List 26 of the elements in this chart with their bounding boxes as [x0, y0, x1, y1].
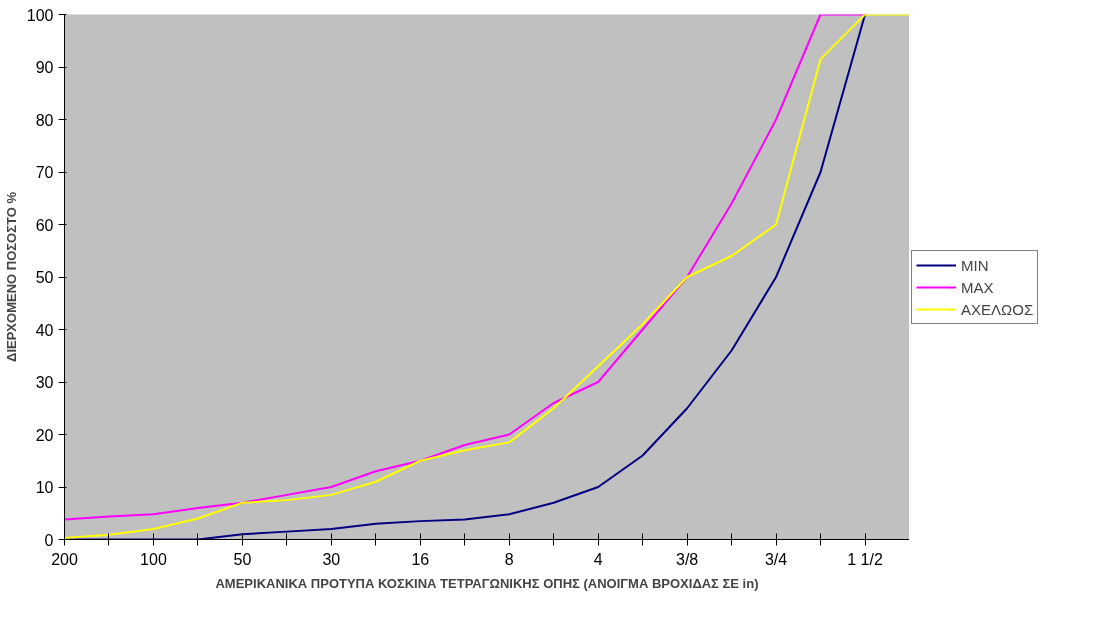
- x-axis-title: ΑΜΕΡΙΚΑΝΙΚΑ ΠΡΟΤΥΠΑ ΚΟΣΚΙΝΑ ΤΕΤΡΑΓΩΝΙΚΗΣ ΟΠΗΣ (ΑΝΟΙΓΜΑ ΒΡΟΧΙΔΑΣ ΣΕ in): [215, 575, 759, 591]
- y-tick-label: 100: [26, 6, 54, 24]
- x-tick-label: 200: [51, 550, 78, 568]
- y-tick-label: 0: [44, 531, 54, 549]
- y-tick-label: 30: [35, 374, 54, 391]
- x-tick-label: 4: [593, 550, 603, 568]
- y-tick-label: 10: [35, 479, 54, 496]
- y-tick-label: 90: [35, 59, 54, 76]
- y-axis-title: ΔΙΕΡΧΟΜΕΝΟ ΠΟΣΟΣΤΟ %: [3, 191, 19, 362]
- y-tick-label: 50: [35, 269, 54, 286]
- y-tick-label: 70: [35, 164, 54, 181]
- x-tick-label: 30: [322, 550, 341, 568]
- x-tick-label: 3/4: [764, 550, 788, 568]
- y-tick-label: 20: [35, 426, 54, 444]
- x-tick-label: 8: [504, 550, 514, 568]
- y-tick-label: 80: [35, 111, 54, 129]
- legend-label: MIN: [961, 256, 989, 274]
- x-tick-label: 1 1/2: [847, 550, 883, 568]
- x-tick-label: 3/8: [676, 550, 699, 568]
- x-tick-label: 50: [233, 550, 252, 568]
- legend-label: ΑΧΕΛΩΟΣ: [961, 300, 1034, 318]
- y-tick-label: 40: [35, 321, 54, 339]
- y-tick-label: 60: [35, 216, 54, 234]
- x-tick-label: 16: [411, 550, 430, 568]
- legend-label: MAX: [961, 278, 994, 296]
- x-tick-label: 100: [140, 550, 167, 568]
